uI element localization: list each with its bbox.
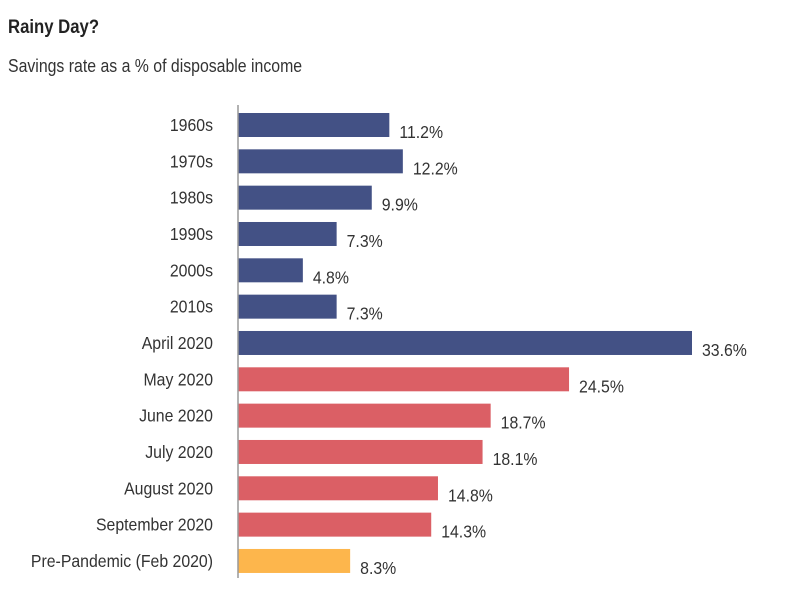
bar <box>238 367 570 392</box>
value-label: 33.6% <box>702 340 747 360</box>
category-label: May 2020 <box>143 369 213 389</box>
value-label: 4.8% <box>313 267 349 287</box>
value-label: 18.1% <box>493 449 538 469</box>
category-label: 1970s <box>170 151 213 171</box>
value-label: 7.3% <box>347 304 383 324</box>
bar <box>238 330 692 355</box>
bar <box>238 403 491 428</box>
value-label: 12.2% <box>413 158 458 178</box>
value-label: 14.3% <box>441 522 486 542</box>
bar <box>238 258 303 283</box>
bar <box>238 512 432 537</box>
value-label: 8.3% <box>360 558 396 578</box>
value-label: 9.9% <box>382 195 418 215</box>
value-label: 11.2% <box>399 122 443 142</box>
bar <box>238 294 337 319</box>
bar <box>238 548 351 573</box>
bar <box>238 185 372 210</box>
category-label: June 2020 <box>139 406 213 426</box>
value-label: 18.7% <box>501 413 546 433</box>
value-label: 14.8% <box>448 485 493 505</box>
bar <box>238 221 337 246</box>
category-label: April 2020 <box>142 333 213 353</box>
category-label: Pre-Pandemic (Feb 2020) <box>31 551 213 571</box>
category-label: August 2020 <box>124 478 213 498</box>
bar <box>238 113 390 137</box>
category-label: 2010s <box>170 297 213 317</box>
bar <box>238 439 483 464</box>
category-label: 1980s <box>170 188 213 208</box>
value-label: 24.5% <box>579 376 624 396</box>
value-label: 7.3% <box>347 231 383 251</box>
bar <box>238 476 438 501</box>
category-label: July 2020 <box>145 442 213 462</box>
bar <box>238 149 403 174</box>
chart-subtitle: Savings rate as a % of disposable income <box>8 56 303 76</box>
category-label: 2000s <box>170 260 213 280</box>
category-label: 1960s <box>170 115 213 135</box>
chart-title: Rainy Day? <box>8 17 100 38</box>
category-label: 1990s <box>170 224 213 244</box>
category-label: September 2020 <box>96 515 213 535</box>
